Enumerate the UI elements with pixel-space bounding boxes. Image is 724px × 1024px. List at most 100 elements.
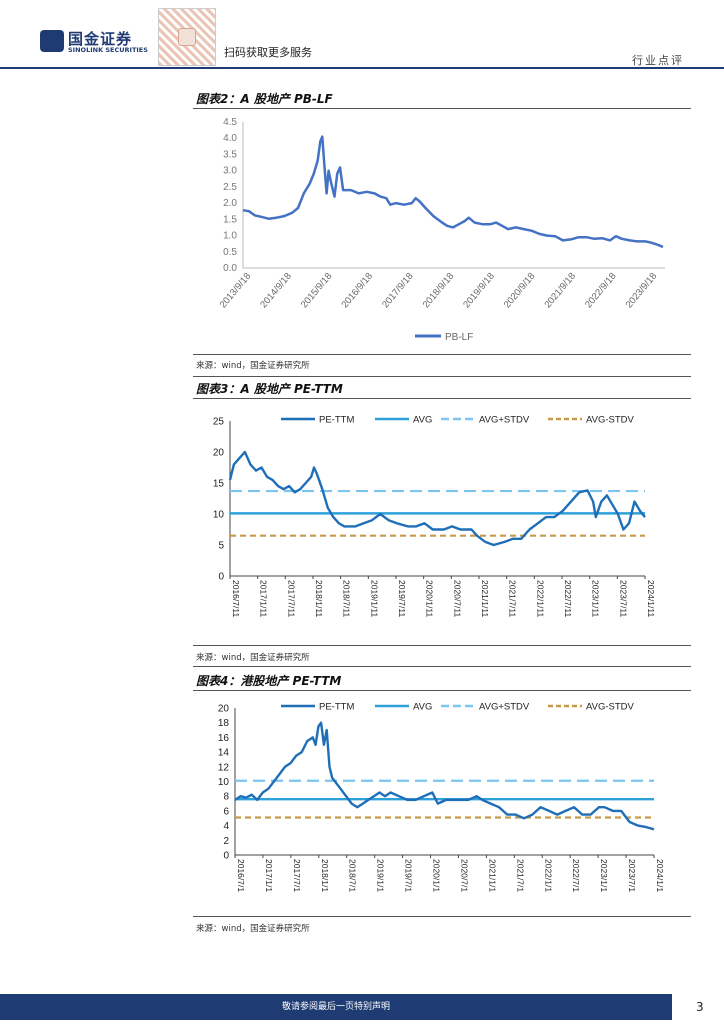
- y-tick-label: 20: [218, 704, 230, 715]
- x-tick-label: 2018/1/11: [314, 580, 324, 617]
- x-tick-label: 2021/9/18: [543, 271, 579, 310]
- legend-label: AVG: [413, 702, 432, 713]
- x-tick-label: 2017/1/1: [264, 859, 274, 892]
- x-tick-label: 2017/7/11: [286, 580, 296, 617]
- x-tick-label: 2022/7/11: [563, 580, 573, 617]
- figure-4-source: 来源：wind，国金证券研究所: [196, 924, 310, 934]
- figure-4-top-rule: [193, 690, 691, 691]
- y-tick-label: 10: [213, 510, 225, 521]
- x-tick-label: 2021/1/1: [487, 859, 497, 892]
- x-tick-label: 2019/1/1: [376, 859, 386, 892]
- y-tick-label: 3.5: [223, 149, 237, 160]
- figure-3-top-rule: [193, 398, 691, 399]
- section-tag: 行业点评: [632, 54, 684, 67]
- y-tick-label: 4.0: [223, 133, 237, 144]
- legend-label: AVG-STDV: [586, 415, 635, 426]
- x-tick-label: 2023/7/1: [627, 859, 637, 892]
- x-tick-label: 2020/7/1: [459, 859, 469, 892]
- y-tick-label: 15: [213, 479, 225, 490]
- x-tick-label: 2019/7/1: [404, 859, 414, 892]
- x-tick-label: 2020/9/18: [502, 271, 538, 310]
- figure-3-top-separator: [193, 376, 691, 377]
- x-tick-label: 2024/1/11: [646, 580, 656, 617]
- series-pe-ttm: [234, 721, 655, 831]
- figure-4-bottom-rule: [193, 916, 691, 917]
- x-tick-label: 2018/1/1: [320, 859, 330, 892]
- x-tick-label: 2023/1/1: [599, 859, 609, 892]
- y-tick-label: 4.5: [223, 117, 237, 128]
- x-tick-label: 2023/9/18: [624, 271, 660, 310]
- scan-text: 扫码获取更多服务: [224, 46, 312, 59]
- y-tick-label: 0.0: [223, 263, 237, 274]
- y-tick-label: 12: [218, 762, 230, 773]
- legend-label: AVG+STDV: [479, 415, 530, 426]
- y-tick-label: 2.0: [223, 198, 237, 209]
- figure-3-bottom-rule: [193, 645, 691, 646]
- y-tick-label: 4: [223, 821, 229, 832]
- y-tick-label: 2: [223, 836, 229, 847]
- x-tick-label: 2013/9/18: [218, 271, 254, 310]
- x-tick-label: 2022/1/1: [543, 859, 553, 892]
- x-tick-label: 2022/9/18: [583, 271, 619, 310]
- y-tick-label: 6: [223, 806, 229, 817]
- figure-2-title: 图表2：A 股地产 PB-LF: [196, 92, 333, 106]
- x-tick-label: 2017/7/1: [292, 859, 302, 892]
- x-tick-label: 2021/7/1: [515, 859, 525, 892]
- series-pb-lf: [242, 135, 664, 249]
- x-tick-label: 2020/1/1: [432, 859, 442, 892]
- y-tick-label: 3.0: [223, 166, 237, 177]
- x-tick-label: 2022/1/11: [535, 580, 545, 617]
- y-tick-label: 0.5: [223, 247, 237, 258]
- x-tick-label: 2021/7/11: [508, 580, 518, 617]
- x-tick-label: 2019/1/11: [369, 580, 379, 617]
- x-tick-label: 2016/9/18: [340, 271, 376, 310]
- x-tick-label: 2024/1/1: [655, 859, 665, 892]
- y-tick-label: 1.5: [223, 214, 237, 225]
- figure-4-chart: 0 2 4 6 8 10 12 14 16 18 20 2016/7/1 2017/1/1 2017/7/…: [218, 702, 665, 893]
- legend-label: PE-TTM: [319, 702, 354, 713]
- x-tick-label: 2017/9/18: [380, 271, 416, 310]
- x-tick-label: 2020/1/11: [425, 580, 435, 617]
- x-tick-label: 2016/7/11: [231, 580, 241, 617]
- x-tick-label: 2019/9/18: [461, 271, 497, 310]
- logo-icon: [40, 30, 64, 52]
- x-tick-label: 2018/7/11: [342, 580, 352, 617]
- logo-text: 国金证券: [68, 30, 133, 48]
- legend-label: PE-TTM: [319, 415, 354, 426]
- y-tick-label: 5: [218, 541, 224, 552]
- figure-4-top-separator: [193, 666, 691, 667]
- y-tick-label: 8: [223, 792, 229, 803]
- y-tick-label: 10: [218, 777, 230, 788]
- qr-center-logo-icon: [178, 28, 196, 46]
- y-tick-label: 0: [218, 572, 224, 583]
- y-tick-label: 20: [213, 448, 225, 459]
- footer-bar: [0, 994, 672, 1020]
- y-tick-label: 16: [218, 733, 230, 744]
- legend-label: AVG+STDV: [479, 702, 530, 713]
- x-tick-label: 2020/7/11: [452, 580, 462, 617]
- figure-3-title: 图表3：A 股地产 PE-TTM: [196, 382, 343, 396]
- figure-3-source: 来源：wind，国金证券研究所: [196, 653, 310, 663]
- figure-2-top-rule: [193, 108, 691, 109]
- x-tick-label: 2017/1/11: [259, 580, 269, 617]
- x-tick-label: 2021/1/11: [480, 580, 490, 617]
- y-tick-label: 14: [218, 748, 230, 759]
- x-tick-label: 2019/7/11: [397, 580, 407, 617]
- figure-2-bottom-rule: [193, 354, 691, 355]
- x-tick-label: 2022/7/1: [571, 859, 581, 892]
- x-tick-label: 2016/7/1: [236, 859, 246, 892]
- series-pe-ttm: [228, 450, 646, 547]
- figure-2-source: 来源：wind，国金证券研究所: [196, 361, 310, 371]
- logo-en-text: SINOLINK SECURITIES: [68, 46, 148, 54]
- page-number: 3: [696, 1000, 704, 1014]
- y-tick-label: 25: [213, 417, 225, 428]
- legend-label-pb-lf: PB-LF: [445, 332, 473, 343]
- x-tick-label: 2014/9/18: [258, 271, 294, 310]
- y-tick-label: 0: [223, 851, 229, 862]
- y-tick-label: 1.0: [223, 231, 237, 242]
- x-tick-label: 2018/9/18: [421, 271, 457, 310]
- x-tick-label: 2015/9/18: [299, 271, 335, 310]
- figure-4-title: 图表4：港股地产 PE-TTM: [196, 674, 342, 688]
- legend-label: AVG-STDV: [586, 702, 635, 713]
- y-tick-label: 18: [218, 718, 230, 729]
